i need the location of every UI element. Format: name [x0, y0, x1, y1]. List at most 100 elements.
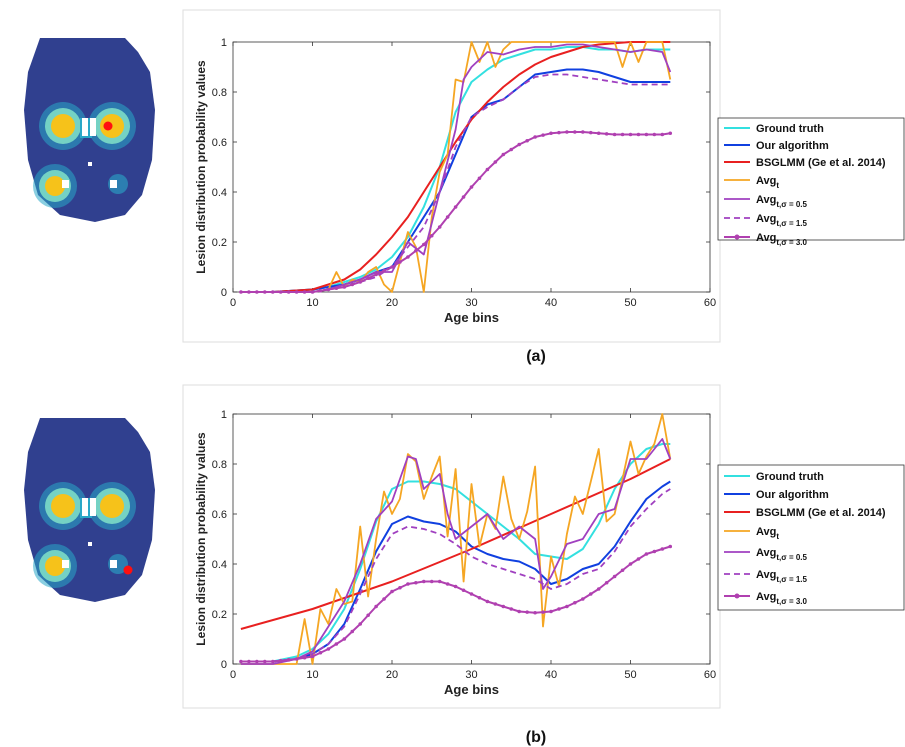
series-line-avg_t: [240, 413, 672, 665]
white-mark-right: [110, 560, 117, 568]
series-point-avg_30: [517, 609, 521, 614]
series-point-avg_30: [422, 242, 426, 247]
x-tick-label: 0: [230, 297, 236, 309]
series-point-avg_30: [668, 131, 673, 136]
legend-box: [717, 117, 905, 241]
white-mark-center-1: [82, 498, 88, 516]
x-tick-label: 10: [306, 297, 318, 309]
white-mark-center-2: [90, 118, 96, 136]
series-point-avg_30: [636, 132, 641, 137]
y-tick-label: 0.4: [212, 559, 227, 571]
y-tick-label: 0.4: [212, 187, 227, 199]
series-point-avg_30: [429, 579, 434, 584]
series-line-avg_05: [240, 43, 672, 293]
brain-map-a: [24, 38, 155, 222]
series-point-avg_30: [501, 604, 506, 609]
series-point-avg_30: [398, 260, 402, 264]
series-point-avg_30: [382, 597, 386, 601]
legend-label-avg_15: Avgt,σ = 1.5: [756, 569, 808, 584]
series-point-avg_30: [247, 659, 251, 664]
series-point-avg_30: [541, 610, 545, 614]
series-point-avg_30: [588, 592, 593, 596]
series-point-avg_30: [533, 135, 537, 139]
y-tick-label: 1: [221, 37, 227, 49]
series-point-avg_30: [390, 265, 394, 269]
series-point-avg_30: [445, 215, 450, 219]
series-point-avg_30: [358, 622, 363, 626]
x-tick-label: 40: [545, 297, 557, 309]
y-tick-label: 0: [221, 659, 227, 671]
series-point-avg_30: [525, 138, 529, 143]
series-point-avg_30: [668, 544, 673, 549]
legend-box: [717, 464, 905, 611]
x-tick-label: 60: [704, 297, 716, 309]
x-tick-label: 20: [386, 669, 398, 681]
series-line-ground_truth: [240, 443, 671, 663]
series-point-avg_30: [533, 610, 537, 615]
series-line-bsglmm: [240, 41, 671, 293]
series-point-avg_30: [374, 604, 378, 609]
series-point-avg_30: [286, 658, 291, 662]
white-mark-dot: [88, 162, 92, 166]
series-group: [239, 413, 673, 665]
blob-right-back: [108, 554, 128, 574]
blob-left-front-core: [51, 114, 75, 138]
series-point-avg_30: [247, 290, 251, 294]
blob-left-front-core: [51, 494, 75, 518]
series-point-avg_30: [469, 185, 474, 189]
series-point-avg_30: [557, 607, 561, 611]
series-point-avg_30: [429, 233, 434, 238]
series-point-avg_30: [565, 130, 569, 134]
series-point-avg_30: [406, 582, 410, 586]
legend-label-our_algorithm: Our algorithm: [756, 489, 829, 501]
blob-left-back-core: [45, 556, 65, 576]
series-point-avg_30: [374, 272, 378, 277]
series-point-avg_30: [342, 285, 347, 289]
legend-label-avg_05: Avgt,σ = 0.5: [756, 547, 808, 562]
series-point-avg_30: [636, 557, 641, 561]
series-point-avg_30: [573, 130, 577, 134]
series-point-avg_30: [294, 657, 299, 661]
series-line-avg_15: [240, 488, 671, 663]
legend-label-bsglmm: BSGLMM (Ge et al. 2014): [756, 157, 886, 169]
marker-dot: [103, 121, 113, 131]
series-point-avg_30: [366, 276, 370, 281]
series-point-avg_30: [350, 629, 355, 634]
series-point-avg_30: [318, 650, 323, 655]
legend-label-avg_15: Avgt,σ = 1.5: [756, 213, 808, 228]
x-tick-label: 10: [306, 669, 318, 681]
legend-label-avg_05: Avgt,σ = 0.5: [756, 194, 808, 209]
series-point-avg_30: [549, 609, 553, 614]
legend-marker-avg_30: [734, 593, 740, 599]
legend-label-ground_truth: Ground truth: [756, 471, 824, 483]
legend-label-bsglmm: BSGLMM (Ge et al. 2014): [756, 507, 886, 519]
series-point-avg_30: [604, 132, 609, 136]
series-point-avg_30: [334, 642, 339, 646]
series-point-avg_30: [596, 131, 601, 136]
x-tick-label: 0: [230, 669, 236, 681]
legend-label-ground_truth: Ground truth: [756, 123, 824, 135]
y-tick-label: 0.2: [212, 609, 227, 621]
series-point-avg_30: [541, 133, 545, 137]
white-mark-dot: [88, 542, 92, 546]
y-axis-label: Lesion distribution probability values: [194, 60, 208, 274]
x-axis-label: Age bins: [444, 310, 499, 325]
series-point-avg_30: [278, 290, 283, 294]
series-point-avg_30: [390, 589, 394, 594]
x-tick-label: 50: [624, 669, 636, 681]
series-point-avg_30: [469, 592, 474, 596]
series-point-avg_30: [334, 286, 339, 291]
series-point-avg_30: [318, 288, 323, 293]
series-point-avg_30: [581, 130, 585, 134]
series-point-avg_30: [493, 160, 498, 164]
series-point-avg_30: [453, 584, 458, 589]
panel-label-a: (a): [526, 348, 546, 365]
series-point-avg_30: [239, 290, 243, 294]
series-point-avg_30: [644, 132, 649, 137]
y-tick-label: 0.2: [212, 237, 227, 249]
legend-marker-avg_30: [734, 234, 740, 240]
series-point-avg_30: [477, 176, 482, 181]
x-axis-label: Age bins: [444, 682, 499, 697]
series-point-avg_30: [660, 132, 665, 137]
x-tick-label: 20: [386, 297, 398, 309]
